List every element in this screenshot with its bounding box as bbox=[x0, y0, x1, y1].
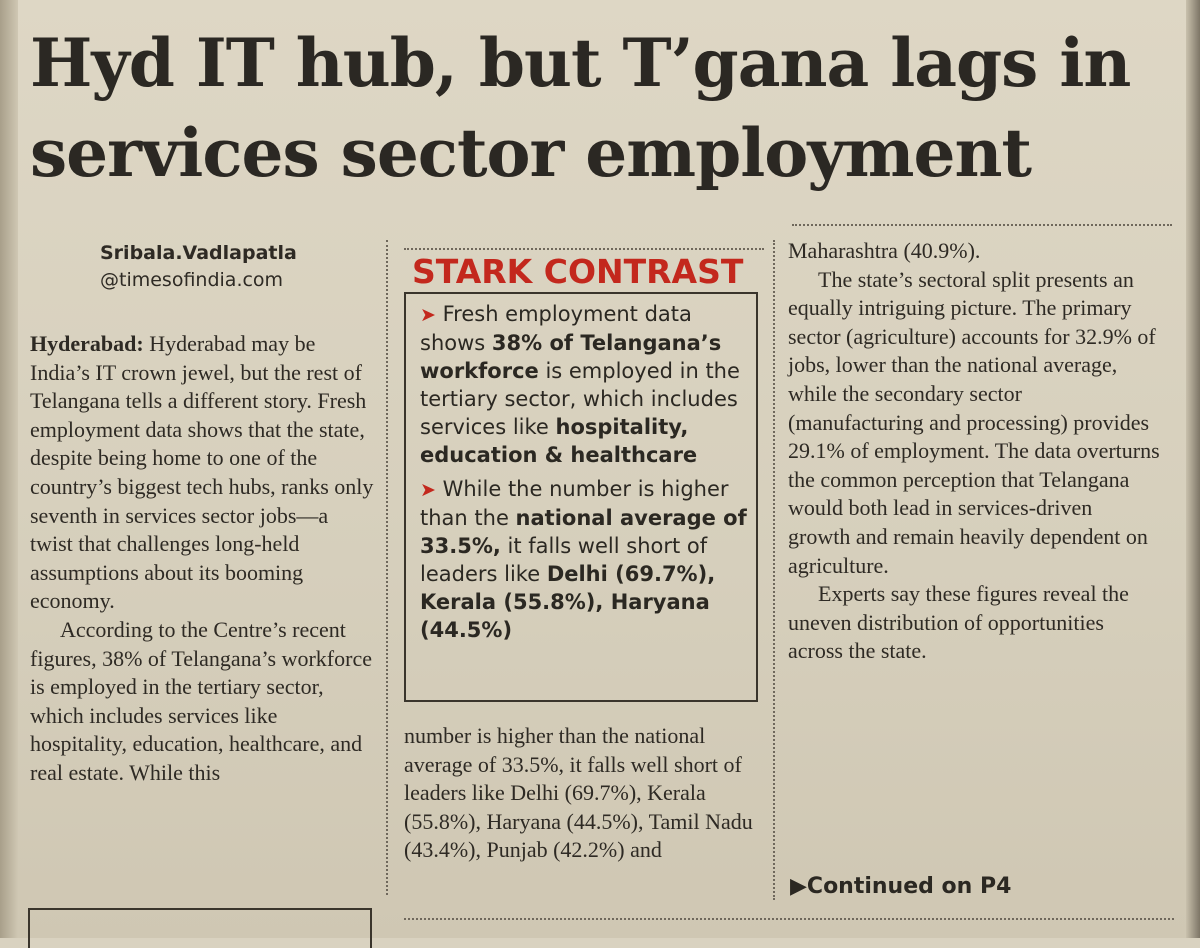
sidebar-item-2-bold-a: national average of 33.5%, bbox=[420, 506, 747, 558]
column3-top-rule bbox=[792, 224, 1172, 226]
column-divider-1 bbox=[386, 240, 388, 895]
article-column-3: Maharashtra (40.9%). The state’s sectora… bbox=[788, 237, 1160, 666]
column2-para: number is higher than the national avera… bbox=[404, 723, 753, 863]
sidebar-box: ➤ Fresh employment data shows 38% of Tel… bbox=[404, 292, 758, 702]
dateline: Hyderabad: bbox=[30, 331, 144, 356]
sidebar-item-2-text-b: it falls well short of leaders like bbox=[420, 534, 708, 586]
arrow-icon: ➤ bbox=[420, 304, 436, 326]
column1-para2: According to the Centre’s recent figures… bbox=[30, 616, 372, 785]
article-column-1: Hyderabad: Hyderabad may be India’s IT c… bbox=[30, 330, 375, 788]
column3-para2: Experts say these figures reveal the une… bbox=[788, 581, 1129, 664]
sidebar-item-2-bold-b: Delhi (69.7%), Kerala (55.8%), Haryana (… bbox=[420, 562, 716, 642]
byline-name: Sribala.Vadlapatla bbox=[100, 242, 297, 264]
continued-on-link[interactable]: ▶Continued on P4 bbox=[790, 874, 1012, 899]
sidebar-item-1-bold-b: hospitality, education & healthcare bbox=[420, 415, 698, 467]
sidebar-item-2-text-a: While the number is higher than the bbox=[420, 477, 729, 530]
sidebar-top-rule bbox=[404, 248, 764, 250]
byline-email: @timesofindia.com bbox=[100, 269, 284, 291]
page-edge-left bbox=[0, 0, 18, 938]
column-divider-2 bbox=[773, 240, 775, 900]
sidebar-item-1-text-b: is employed in the tertiary sector, whic… bbox=[420, 359, 740, 439]
sidebar-item-2: ➤ While the number is higher than the na… bbox=[420, 475, 750, 644]
next-article-box bbox=[28, 908, 372, 948]
sidebar-title: STARK CONTRAST bbox=[412, 252, 744, 291]
sidebar-item-1: ➤ Fresh employment data shows 38% of Tel… bbox=[420, 300, 750, 469]
column3-para0: Maharashtra (40.9%). bbox=[788, 238, 981, 263]
byline: Sribala.Vadlapatla @timesofindia.com bbox=[100, 240, 297, 294]
column1-para1: Hyderabad: Hyderabad may be India’s IT c… bbox=[30, 330, 375, 616]
sidebar-item-1-text-a: Fresh employment data shows bbox=[420, 302, 692, 355]
article-column-2: number is higher than the national avera… bbox=[404, 722, 764, 865]
bottom-rule bbox=[404, 918, 1174, 920]
column3-para1: The state’s sectoral split presents an e… bbox=[788, 266, 1160, 578]
column1-para1-text: Hyderabad may be India’s IT crown jewel,… bbox=[30, 331, 374, 614]
headline: Hyd IT hub, but T’gana lags in services … bbox=[30, 24, 1131, 192]
page-edge-right bbox=[1186, 0, 1200, 938]
arrow-icon: ➤ bbox=[420, 479, 436, 501]
sidebar-item-1-bold-a: 38% of Telangana’s workforce bbox=[420, 331, 722, 383]
